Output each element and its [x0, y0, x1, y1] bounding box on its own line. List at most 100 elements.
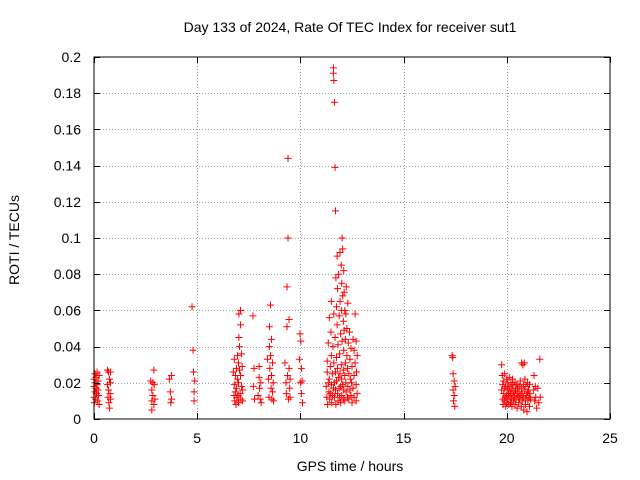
data-point — [341, 359, 349, 367]
data-point — [346, 328, 354, 336]
data-point — [347, 344, 355, 352]
data-point — [235, 334, 243, 342]
data-point — [534, 384, 542, 392]
data-point — [281, 359, 289, 367]
data-point — [234, 399, 242, 407]
y-tick-label: 0.08 — [54, 266, 81, 282]
data-point — [331, 368, 339, 376]
data-point — [285, 315, 293, 323]
data-point — [327, 328, 335, 336]
data-point — [536, 393, 544, 401]
data-point — [234, 359, 242, 367]
data-point — [448, 352, 456, 360]
data-point — [449, 386, 457, 394]
y-tick-label: 0.12 — [54, 194, 81, 210]
data-point — [515, 399, 523, 407]
data-point — [335, 373, 343, 381]
data-point — [330, 310, 338, 318]
data-point — [325, 314, 333, 322]
data-point — [502, 402, 510, 410]
data-point — [286, 393, 294, 401]
data-point — [339, 317, 347, 325]
data-point — [353, 390, 361, 398]
data-point — [231, 388, 239, 396]
data-point — [347, 391, 355, 399]
data-point — [349, 384, 357, 392]
data-point — [250, 364, 258, 372]
data-point — [256, 384, 264, 392]
data-point — [536, 355, 544, 363]
data-point — [282, 390, 290, 398]
data-point — [238, 350, 246, 358]
data-point — [339, 381, 347, 389]
data-point — [232, 384, 240, 392]
data-point — [296, 330, 304, 338]
data-point — [254, 391, 262, 399]
data-point — [526, 402, 534, 410]
data-point — [238, 363, 246, 371]
data-point — [255, 363, 263, 371]
data-point — [167, 399, 175, 407]
data-point — [265, 343, 273, 351]
data-point — [286, 384, 294, 392]
data-point — [333, 377, 341, 385]
data-point — [511, 401, 519, 409]
data-point — [344, 382, 352, 390]
data-point — [103, 366, 111, 374]
data-point — [515, 388, 523, 396]
data-point — [236, 343, 244, 351]
y-tick-label: 0.16 — [54, 121, 81, 137]
data-point — [338, 279, 346, 287]
data-point — [329, 69, 337, 77]
y-tick-label: 0.2 — [62, 49, 82, 65]
data-point — [346, 375, 354, 383]
data-point — [333, 321, 341, 329]
grid — [94, 57, 610, 419]
data-point — [341, 335, 349, 343]
data-point — [324, 401, 332, 409]
data-point — [269, 388, 277, 396]
data-point — [344, 339, 352, 347]
data-point — [449, 370, 457, 378]
data-point — [237, 372, 245, 380]
data-point — [107, 395, 115, 403]
data-point — [236, 390, 244, 398]
data-point — [337, 330, 345, 338]
data-point — [93, 381, 101, 389]
data-point — [105, 375, 113, 383]
data-point — [167, 395, 175, 403]
data-point — [332, 401, 340, 409]
data-point — [265, 323, 273, 331]
data-point — [325, 375, 333, 383]
data-point — [350, 372, 358, 380]
data-point — [507, 399, 515, 407]
data-point — [327, 352, 335, 360]
data-point — [520, 359, 528, 367]
data-point — [343, 364, 351, 372]
data-point — [451, 382, 459, 390]
data-point — [343, 393, 351, 401]
data-point — [322, 382, 330, 390]
data-point — [255, 373, 263, 381]
data-point — [266, 301, 274, 309]
data-point — [148, 397, 156, 405]
x-tick-label: 20 — [499, 430, 515, 446]
data-point — [336, 370, 344, 378]
data-point — [233, 393, 241, 401]
data-point — [284, 372, 292, 380]
data-point — [517, 402, 525, 410]
data-point — [517, 384, 525, 392]
data-point — [333, 303, 341, 311]
data-point — [334, 285, 342, 293]
data-point — [533, 404, 541, 412]
data-point — [519, 361, 527, 369]
data-point — [343, 325, 351, 332]
data-point — [338, 391, 346, 399]
data-point — [257, 379, 265, 387]
data-point — [513, 404, 521, 412]
data-point — [239, 397, 247, 405]
data-point — [348, 379, 356, 387]
data-point — [345, 395, 353, 403]
data-point — [339, 245, 347, 253]
data-point — [329, 343, 337, 351]
